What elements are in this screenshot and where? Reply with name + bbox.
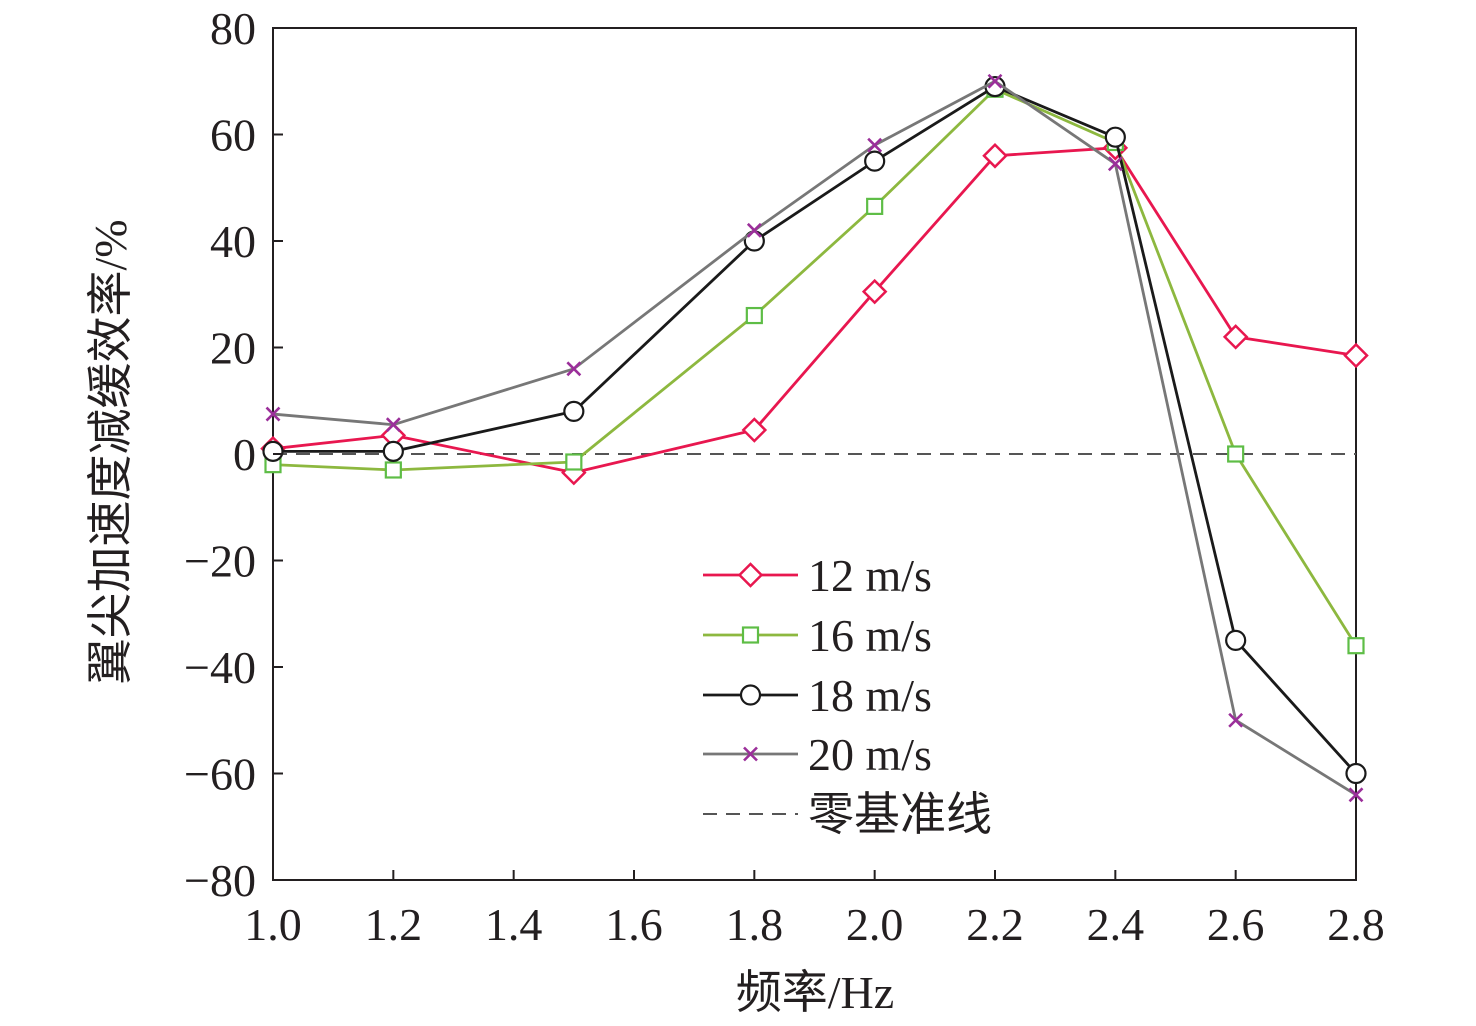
x-tick-label: 1.8 bbox=[726, 899, 784, 950]
legend-marker bbox=[737, 562, 764, 588]
y-tick-label: 0 bbox=[233, 429, 256, 480]
legend-label: 12 m/s bbox=[808, 550, 932, 601]
y-tick-label: −60 bbox=[184, 749, 256, 800]
legend-label: 18 m/s bbox=[808, 670, 932, 721]
data-point bbox=[864, 150, 886, 172]
x-tick-label: 1.6 bbox=[605, 899, 663, 950]
data-point bbox=[1104, 126, 1126, 148]
x-tick-label: 1.2 bbox=[365, 899, 423, 950]
data-point bbox=[1107, 156, 1123, 172]
y-axis-title: 翼尖加速度减缓效率/% bbox=[85, 219, 136, 684]
x-tick-label: 1.0 bbox=[244, 899, 302, 950]
y-tick-label: −40 bbox=[184, 642, 256, 693]
series-2 bbox=[262, 75, 1367, 785]
y-tick-label: −20 bbox=[184, 536, 256, 587]
data-point bbox=[262, 440, 284, 462]
data-point bbox=[566, 361, 582, 377]
data-point bbox=[982, 143, 1008, 169]
data-point bbox=[987, 73, 1003, 89]
data-point bbox=[384, 461, 402, 479]
data-point bbox=[565, 453, 583, 471]
data-point bbox=[563, 400, 585, 422]
series-3 bbox=[265, 73, 1364, 803]
data-point bbox=[1225, 629, 1247, 651]
y-tick-label: 80 bbox=[210, 3, 256, 54]
x-tick-label: 1.4 bbox=[485, 899, 543, 950]
legend-marker bbox=[739, 684, 762, 706]
legend-label: 16 m/s bbox=[808, 610, 932, 661]
x-tick-label: 2.8 bbox=[1327, 899, 1385, 950]
data-point bbox=[741, 417, 768, 443]
legend: 12 m/s 16 m/s 18 m/s 20 m/s 零基准线 bbox=[703, 550, 992, 840]
data-point bbox=[746, 222, 762, 238]
data-point bbox=[265, 406, 281, 422]
data-point bbox=[385, 417, 401, 433]
x-tick-label: 2.2 bbox=[966, 899, 1024, 950]
data-point bbox=[382, 440, 404, 462]
legend-label: 20 m/s bbox=[808, 729, 932, 780]
data-point bbox=[745, 306, 763, 325]
x-axis-title: 频率/Hz bbox=[736, 967, 894, 1018]
data-point bbox=[1343, 342, 1369, 369]
series-line bbox=[272, 146, 1357, 475]
y-tick-label: 60 bbox=[210, 110, 256, 161]
data-point bbox=[1228, 712, 1244, 728]
data-point bbox=[866, 197, 884, 215]
x-tick-label: 2.4 bbox=[1087, 899, 1145, 950]
y-tick-label: −80 bbox=[184, 855, 256, 906]
data-point bbox=[1222, 324, 1249, 350]
x-tick-label: 2.0 bbox=[846, 899, 904, 950]
data-point bbox=[867, 137, 883, 153]
x-tick-label: 2.6 bbox=[1207, 899, 1265, 950]
legend-marker bbox=[741, 626, 760, 644]
y-tick-label: 20 bbox=[210, 323, 256, 374]
data-point bbox=[861, 278, 888, 305]
data-point bbox=[1345, 762, 1367, 785]
legend-marker bbox=[743, 746, 758, 762]
data-point bbox=[1347, 637, 1365, 655]
legend-label: 零基准线 bbox=[808, 789, 992, 840]
y-tick-label: 40 bbox=[210, 216, 256, 267]
data-point bbox=[1227, 445, 1245, 463]
data-point bbox=[1348, 787, 1364, 803]
